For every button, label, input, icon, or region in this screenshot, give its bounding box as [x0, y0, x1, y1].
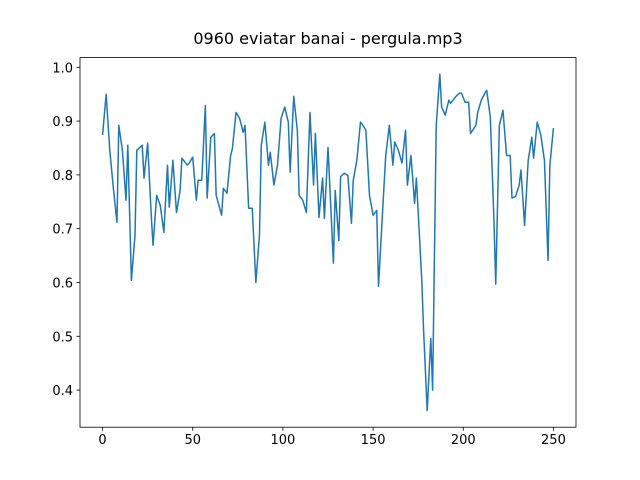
y-tick-label: 1.0	[52, 61, 73, 76]
x-tick-label: 200	[451, 433, 476, 448]
y-tick-label: 0.9	[52, 115, 73, 130]
x-tick-label: 100	[270, 433, 295, 448]
y-tick-label: 0.8	[52, 169, 73, 184]
y-tick-label: 0.6	[52, 276, 73, 291]
x-tick-label: 50	[184, 433, 201, 448]
y-tick-label: 0.4	[52, 384, 73, 399]
x-tick-label: 150	[361, 433, 386, 448]
y-tick-label: 0.5	[52, 330, 73, 345]
x-tick-label: 250	[541, 433, 566, 448]
data-line	[101, 73, 555, 412]
chart-title: 0960 eviatar banai - pergula.mp3	[193, 29, 462, 48]
plot-frame	[79, 57, 577, 428]
y-tick-label: 0.7	[52, 223, 73, 238]
x-tick-label: 0	[98, 433, 106, 448]
